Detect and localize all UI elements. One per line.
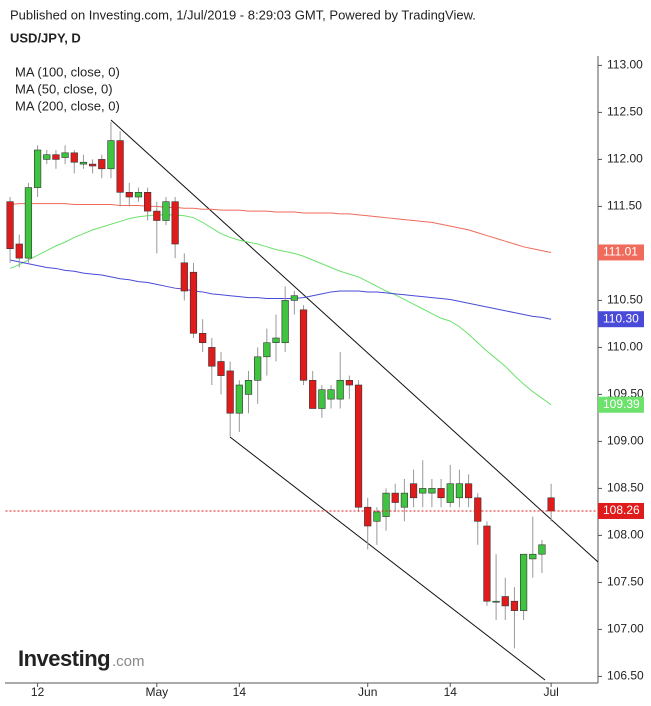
price-tag [598,244,644,261]
candle-body [134,192,143,198]
ma-line [9,214,552,406]
candle-body [419,488,427,494]
candle-body [373,511,381,522]
candle-body [79,161,88,165]
candle-body [474,497,482,522]
candle-body [15,243,23,259]
candle-body [290,295,298,301]
candle-body [464,483,473,499]
candle-body [235,384,243,414]
x-tick-label: Jun [358,685,377,699]
candle-body [501,596,509,607]
candle-body [6,201,14,250]
candle-body [43,154,51,160]
candle-body [446,483,454,503]
candle-body [345,380,353,386]
header: Published on Investing.com, 1/Jul/2019 -… [10,7,476,22]
candle-body [217,361,225,376]
x-tick-label: Jul [543,685,558,699]
candle-body [520,553,528,611]
candle-body [409,483,418,499]
candle-body [153,210,161,221]
candle-body [492,600,500,603]
candle-body [354,384,363,508]
candle-body [510,600,519,611]
candle-body [547,497,555,512]
candle-body [272,337,280,344]
candle-body [107,140,115,170]
candle-body [364,506,372,527]
candle-body [318,389,326,409]
y-tick-label: 108.50 [607,481,644,495]
candle-body [33,149,42,188]
candle-body [98,159,106,170]
candle-body [52,154,60,160]
candle-body [254,356,262,381]
candle-body [336,380,344,400]
y-tick-label: 108.00 [607,528,644,542]
y-tick-label: 111.50 [607,199,642,213]
candle-body [244,380,253,395]
price-tag-label: 108.26 [603,503,640,517]
price-tag [598,396,644,413]
trend-line [110,119,599,563]
candle-body [281,300,289,344]
candle-body [171,201,179,245]
x-tick-label: 12 [31,685,45,699]
x-tick-label: May [145,685,168,699]
price-tag-label: 109.39 [603,397,640,411]
legend-label: MA (50, close, 0) [15,81,113,96]
logo-suffix: .com [112,653,145,670]
y-tick-label: 107.50 [607,575,644,589]
y-tick-label: 110.50 [607,293,643,307]
candle-body [538,544,546,555]
chart-title: USD/JPY, D [10,30,81,45]
candle-body [483,525,491,602]
x-tick-label: 14 [444,685,458,699]
candle-body [189,271,198,334]
candle-body [382,492,390,517]
candle-body [437,488,445,499]
price-tag-label: 111.01 [603,245,638,259]
ma-line [10,203,552,253]
logo-brand: Investing [18,646,110,671]
y-tick-label: 106.50 [607,669,644,683]
candle-body [125,192,133,198]
candle-body [400,492,408,508]
candle-body [144,192,152,212]
candle-body [391,492,399,503]
x-tick-label: 14 [233,685,247,699]
candle-body [299,309,308,381]
price-tag [598,502,644,519]
y-tick-label: 112.50 [607,105,643,119]
y-tick-label: 107.00 [607,622,644,636]
candle-body [24,187,33,259]
candle-body [180,262,188,292]
y-tick-label: 110.00 [607,340,643,354]
candle-body [70,152,78,163]
candle-body [226,370,234,414]
y-tick-label: 113.00 [607,58,643,72]
candle-body [529,553,537,560]
candle-body [455,483,464,499]
legend-label: MA (200, close, 0) [15,98,120,113]
trend-line [229,436,546,681]
price-tag-label: 110.30 [603,311,639,325]
y-tick-label: 109.00 [607,434,644,448]
candle-body [309,380,317,409]
candle-body [89,163,97,167]
candle-body [428,488,436,494]
price-tag [598,311,644,328]
y-tick-label: 112.00 [607,152,643,166]
candle-body [327,389,335,400]
legend-label: MA (100, close, 0) [15,64,120,79]
candle-body [162,201,170,221]
candle-body [208,347,216,367]
candle-body [263,342,271,358]
candle-body [116,140,124,193]
candle-body [61,152,69,158]
candle-body [199,333,207,344]
ma-line [9,259,552,320]
